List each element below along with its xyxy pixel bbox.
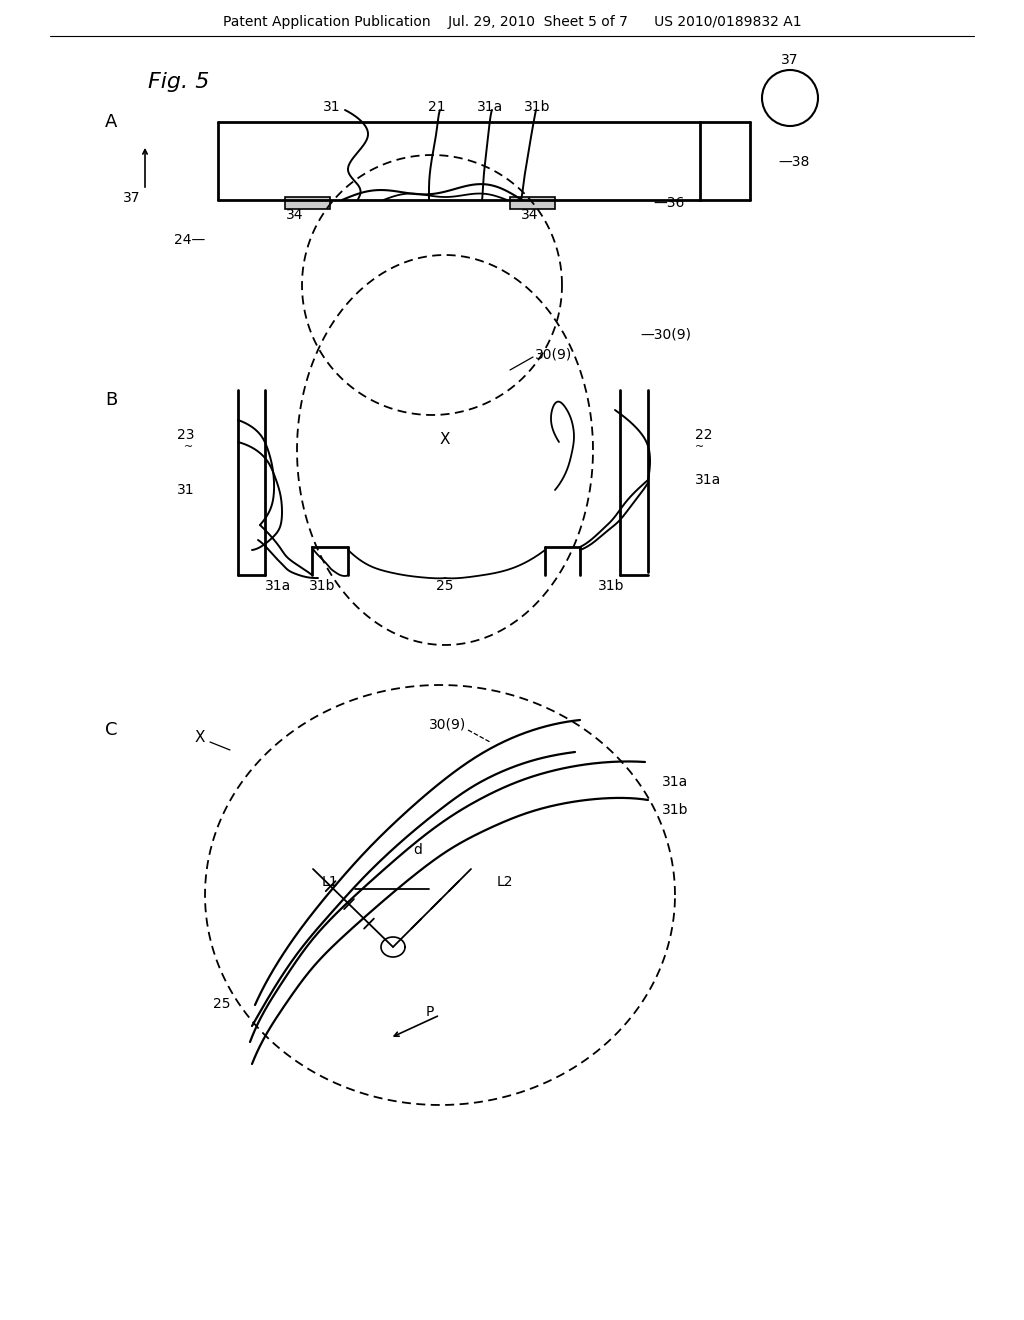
Text: B: B: [105, 391, 118, 409]
Text: ~: ~: [695, 442, 705, 451]
Text: L1: L1: [322, 875, 338, 888]
Text: L2: L2: [497, 875, 513, 888]
Text: 22: 22: [695, 428, 713, 442]
Text: 31b: 31b: [598, 579, 625, 593]
Text: X: X: [195, 730, 205, 746]
Text: 31a: 31a: [265, 579, 291, 593]
Text: 31a: 31a: [477, 100, 503, 114]
Text: ~: ~: [183, 442, 193, 451]
Text: 31a: 31a: [695, 473, 721, 487]
Text: 34: 34: [287, 209, 304, 222]
Text: 31: 31: [324, 100, 341, 114]
Text: 31b: 31b: [662, 803, 688, 817]
Text: 24—: 24—: [174, 234, 205, 247]
Text: Fig. 5: Fig. 5: [148, 73, 209, 92]
Text: P: P: [426, 1005, 434, 1019]
Text: 21: 21: [428, 100, 445, 114]
Text: 31a: 31a: [662, 775, 688, 789]
Text: —38: —38: [778, 154, 809, 169]
Text: —30(9): —30(9): [640, 327, 691, 342]
Text: d: d: [414, 843, 423, 857]
Text: X: X: [439, 433, 451, 447]
Text: 31b: 31b: [309, 579, 335, 593]
Bar: [285, 197, 330, 209]
Text: Patent Application Publication    Jul. 29, 2010  Sheet 5 of 7      US 2010/01898: Patent Application Publication Jul. 29, …: [222, 15, 802, 29]
Text: 25: 25: [436, 579, 454, 593]
Text: 37: 37: [123, 191, 140, 205]
Text: C: C: [105, 721, 118, 739]
Text: —36: —36: [653, 195, 684, 210]
Text: 34: 34: [521, 209, 539, 222]
Text: A: A: [105, 114, 118, 131]
Text: 31: 31: [177, 483, 195, 498]
Text: 25: 25: [213, 997, 230, 1011]
Text: 31b: 31b: [523, 100, 550, 114]
Text: 23: 23: [177, 428, 195, 442]
Text: 30(9): 30(9): [429, 718, 467, 733]
Bar: [510, 197, 555, 209]
Text: 30(9): 30(9): [535, 348, 572, 362]
Text: 37: 37: [781, 53, 799, 67]
